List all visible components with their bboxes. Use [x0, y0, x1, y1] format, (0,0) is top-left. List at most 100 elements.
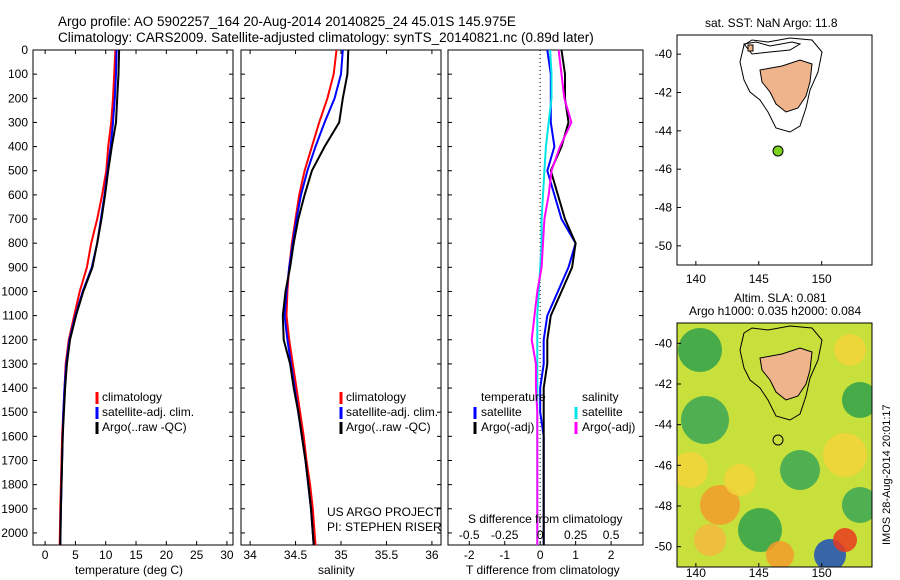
lon-tick-label: 140 [686, 566, 706, 580]
x-tick-label: 0 [537, 548, 544, 562]
sla-anomaly-blob [842, 487, 872, 523]
lat-tick-label: -48 [655, 201, 673, 215]
sla-anomaly-blob [724, 464, 756, 496]
lat-tick-label: -46 [655, 162, 673, 176]
x-tick-label: 0 [42, 548, 49, 562]
lat-tick-label: -50 [655, 540, 673, 554]
x-tick-label: 35.5 [375, 548, 399, 562]
depth-tick-label: 1700 [1, 453, 28, 467]
diff-panel-frame [447, 49, 644, 546]
lon-tick-label: 150 [812, 272, 832, 286]
sst-island [747, 44, 754, 52]
sal-xlabel: salinity [318, 563, 355, 577]
s-diff-tick-label: -0.25 [491, 528, 519, 542]
depth-tick-label: 900 [8, 260, 28, 274]
diff-top-label: S difference from climatology [468, 512, 623, 526]
diff-legend-sal-satellite: satellite [582, 405, 623, 419]
sla-tasmania-land [759, 347, 813, 401]
depth-tick-label: 1400 [1, 381, 28, 395]
sst-map: -40 -42 -44 -46 -48 -50 140 145 150 [655, 34, 873, 286]
depth-tick-label: 300 [8, 115, 28, 129]
lat-tick-label: -48 [655, 499, 673, 513]
x-tick-label: 10 [99, 548, 113, 562]
depth-tick-label: 600 [8, 188, 28, 202]
sla-anomaly-field [677, 328, 872, 567]
sla-argo-marker [772, 434, 784, 446]
sla-anomaly-blob [842, 382, 872, 418]
figure-title-line1: Argo profile: AO 5902257_164 20-Aug-2014… [58, 14, 516, 29]
sla-map-frame [676, 322, 873, 568]
sal-legend-satellite: satellite-adj. clim. [346, 405, 439, 419]
sal-legend-climatology: climatology [346, 390, 407, 404]
temp-legend-satellite: satellite-adj. clim. [102, 405, 195, 419]
temp-plot-layer [58, 49, 121, 546]
sla-anomaly-blob [681, 396, 729, 444]
sal-plot-layer [281, 49, 350, 546]
diff-legend-temp-satellite: satellite [481, 405, 522, 419]
depth-tick-label: 1100 [2, 309, 28, 323]
x-tick-label: 2 [608, 548, 615, 562]
figure-title-line2: Climatology: CARS2009. Satellite-adjuste… [58, 30, 594, 45]
sla-map-title-2: Argo h1000: 0.035 h2000: 0.084 [689, 304, 862, 318]
lat-tick-label: -50 [655, 239, 673, 253]
credit-project: US ARGO PROJECT [327, 505, 442, 519]
sla-anomaly-blob [700, 485, 740, 525]
sla-anomaly-blob [766, 541, 794, 567]
sla-anomaly-blob [834, 334, 866, 366]
x-tick-label: 1 [572, 548, 579, 562]
x-tick-label: 35 [334, 548, 348, 562]
diff-xlabel: T difference from climatology [466, 563, 620, 577]
sla-anomaly-blob [780, 450, 820, 490]
s-diff-tick-label: -0.5 [459, 528, 480, 542]
sal-legend-argo: Argo(..raw -QC) [346, 420, 431, 434]
diff-legend-sal-argo: Argo(-adj) [582, 420, 636, 434]
depth-tick-label: 1900 [1, 502, 28, 516]
sla-axis-ticks: -40 -42 -44 -46 -48 -50 140 145 150 [655, 336, 832, 580]
lat-tick-label: -44 [655, 124, 673, 138]
sla-shelf-contour [739, 325, 823, 421]
diff-legend-temperature: temperature [481, 390, 546, 404]
x-tick-label: 25 [190, 548, 204, 562]
lat-tick-label: -40 [655, 336, 673, 350]
depth-tick-label: 400 [8, 140, 28, 154]
sst-argo-marker [772, 145, 784, 157]
temp-legend-argo: Argo(..raw -QC) [102, 420, 187, 434]
lat-tick-label: -42 [655, 86, 673, 100]
depth-tick-label: 1000 [1, 284, 28, 298]
sla-anomaly-blob [678, 328, 722, 372]
lon-tick-label: 145 [749, 566, 769, 580]
depth-tick-label: 1600 [1, 429, 28, 443]
sst-mainland-land [743, 41, 802, 55]
s-diff-tick-label: 0.5 [603, 528, 620, 542]
sla-anomaly-blob [833, 528, 857, 552]
sal-panel-frame [240, 49, 442, 546]
x-tick-label: 15 [129, 548, 143, 562]
sla-anomaly-blob [738, 508, 782, 552]
temp-legend-climatology: climatology [102, 390, 163, 404]
lat-tick-label: -40 [655, 47, 673, 61]
lat-tick-label: -46 [655, 458, 673, 472]
depth-tick-label: 100 [8, 67, 28, 81]
depth-tick-label: 2000 [1, 526, 28, 540]
diff-plot-layer [530, 49, 577, 545]
x-tick-label: 30 [220, 548, 234, 562]
sla-map: -40 -42 -44 -46 -48 -50 140 145 150 [655, 322, 873, 580]
sla-anomaly-blob [823, 433, 867, 477]
series-line-temperature-argo-adj- [542, 49, 577, 545]
temp-xlabel: temperature (deg C) [75, 563, 184, 577]
x-tick-label: 5 [72, 548, 79, 562]
sst-axis-ticks: -40 -42 -44 -46 -48 -50 140 145 150 [655, 47, 832, 286]
sst-map-title: sat. SST: NaN Argo: 11.8 [705, 16, 838, 30]
series-line-argo-raw-qc- [59, 49, 121, 546]
s-diff-tick-label: 0 [537, 528, 544, 542]
s-diff-tick-label: 0.25 [564, 528, 588, 542]
x-tick-label: -1 [499, 548, 510, 562]
x-tick-label: 34.5 [284, 548, 308, 562]
lon-tick-label: 150 [812, 566, 832, 580]
lat-tick-label: -42 [655, 377, 673, 391]
sla-anomaly-blob [677, 452, 708, 488]
depth-tick-label: 0 [21, 43, 28, 57]
depth-tick-label: 200 [8, 91, 28, 105]
depth-tick-label: 1300 [1, 357, 28, 371]
